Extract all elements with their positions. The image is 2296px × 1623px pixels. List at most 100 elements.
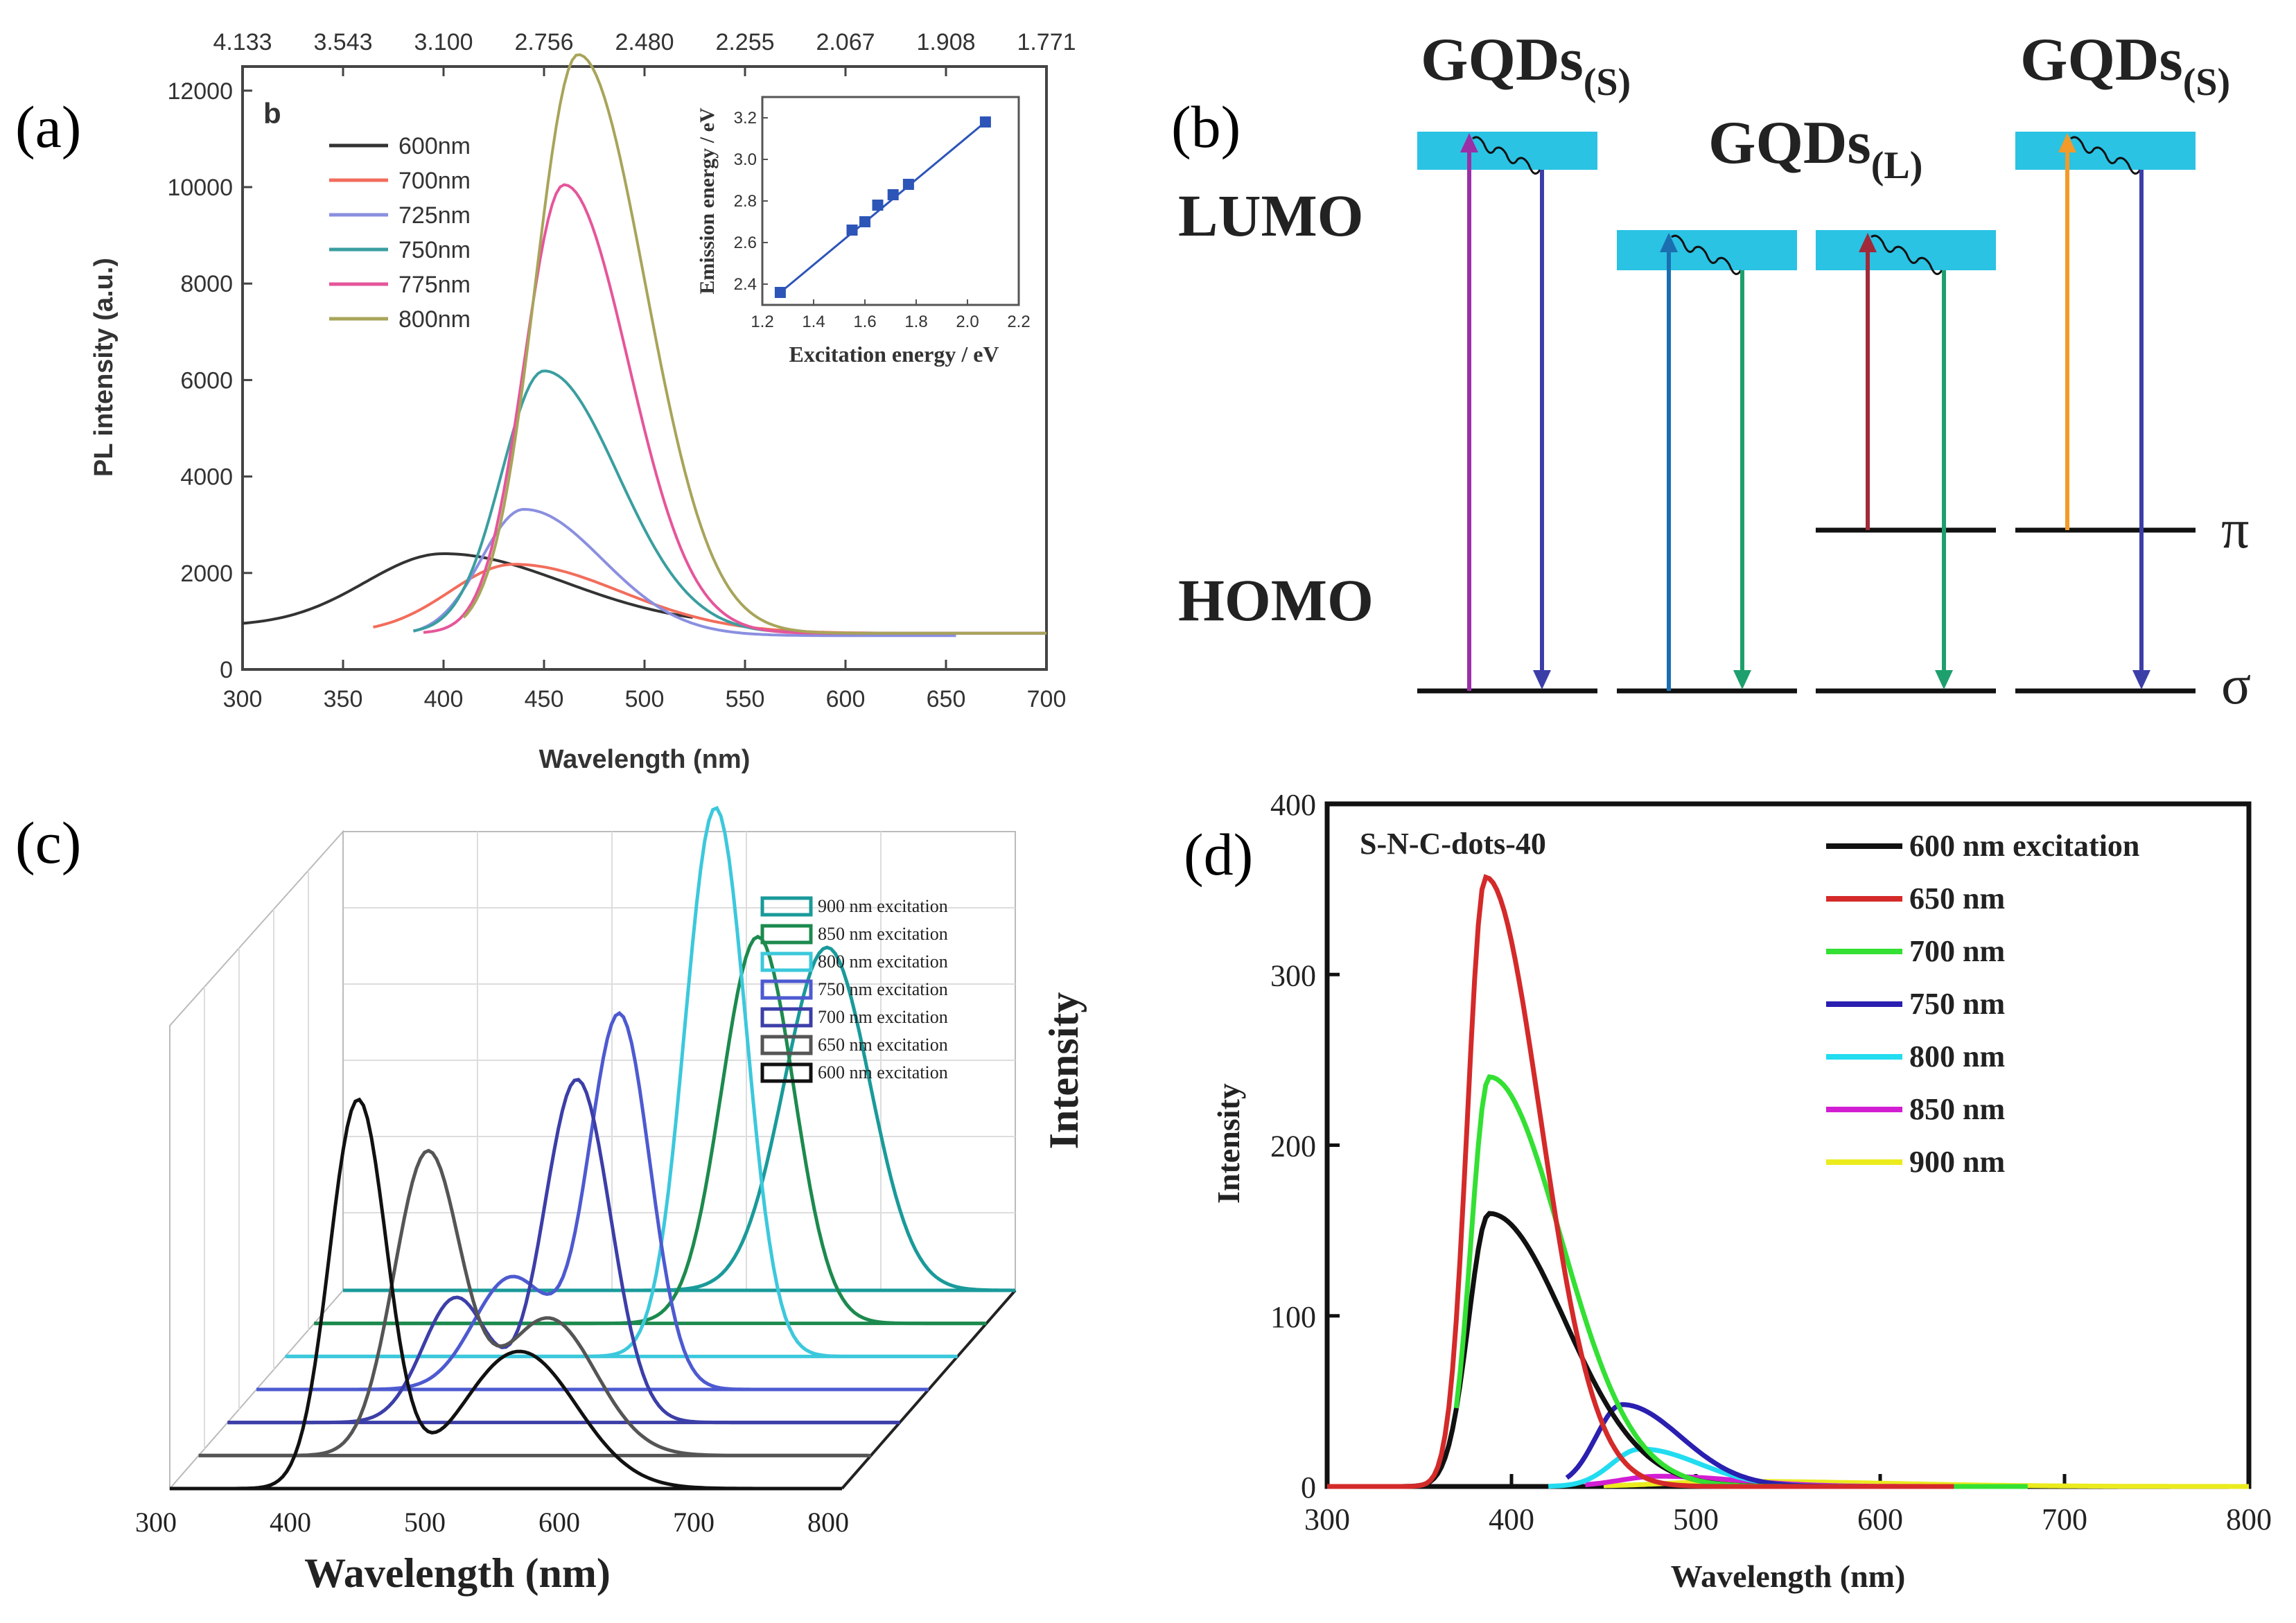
inset-x-tick-label: 2.2	[1007, 313, 1030, 331]
legend-label: 900 nm	[1909, 1145, 2005, 1179]
panel-a-series	[242, 53, 1046, 638]
x-tick-label: 300	[135, 1507, 177, 1538]
legend-label: 750 nm	[1909, 987, 2005, 1021]
x-tick-label: 500	[1673, 1502, 1719, 1536]
panel-d-y-axis: 0 100 200 300 400	[1270, 788, 1340, 1504]
x-tick-label: 600	[826, 686, 866, 712]
legend-label: 800nm	[398, 306, 471, 333]
panel-a-y-axis: 0 2000 4000 6000 8000 10000 12000	[167, 78, 252, 683]
inset-axes: 1.2 1.4 1.6 1.8 2.0 2.2 2.4 2.6 2.8 3.0 3.2	[734, 109, 1031, 331]
relaxation-wave-l-2	[1870, 234, 1943, 275]
inset-y-tick-label: 2.8	[734, 192, 757, 211]
legend-label: 700 nm excitation	[818, 1007, 948, 1027]
legend-label: 850 nm	[1909, 1092, 2005, 1126]
emission-arrow-l-2-head	[1935, 670, 1953, 690]
legend-label: 600 nm excitation	[1909, 829, 2139, 863]
series-line-650 nm	[1327, 874, 1954, 1489]
lumo-band-s-left	[1417, 132, 1597, 170]
x-tick-label: 800	[807, 1507, 849, 1538]
x-tick-label: 400	[1489, 1502, 1534, 1536]
x-tick-label: 700	[1027, 686, 1067, 712]
legend-label: 800 nm excitation	[818, 951, 948, 972]
panel-d-legend: 600 nm excitation 650 nm 700 nm 750 nm 800 n…	[1826, 829, 2139, 1179]
top-tick-label: 3.100	[414, 29, 473, 55]
inset-points	[774, 116, 991, 298]
inset-point	[846, 225, 858, 236]
panel-a-chart: b 4.133 3.543 3.100 2.756 2.480 2.255 2.067 1.9…	[89, 29, 1076, 774]
panel-c-series	[170, 805, 1015, 1491]
x-tick-label: 450	[525, 686, 564, 712]
gqds-s-left-title: GQDs(S)	[1421, 26, 1631, 104]
top-tick-label: 2.756	[514, 29, 573, 55]
x-tick-label: 600	[538, 1507, 580, 1538]
series-line-650 nm excitation	[198, 1148, 868, 1457]
x-tick-label: 300	[1304, 1502, 1350, 1536]
legend-label: 800 nm	[1909, 1039, 2005, 1073]
x-tick-label: 400	[270, 1507, 311, 1538]
panel-d-title: S-N-C-dots-40	[1360, 827, 1546, 861]
legend-swatch	[760, 951, 813, 972]
top-tick-label: 2.480	[615, 29, 674, 55]
x-tick-label: 400	[424, 686, 464, 712]
top-tick-label: 1.908	[916, 29, 975, 55]
x-tick-label: 800	[2226, 1502, 2272, 1536]
legend-swatch	[760, 896, 813, 917]
panel-label-a: (a)	[15, 94, 81, 160]
series-line-750 nm	[1565, 1402, 1918, 1489]
y-tick-label: 300	[1270, 958, 1316, 992]
legend-label: 700 nm	[1909, 934, 2005, 968]
panel-d-chart: S-N-C-dots-40 300 400 500 600 700 800 0 100 200…	[1211, 788, 2272, 1594]
panel-c-chart: 300 400 500 600 700 800 900 nm excitation 850 …	[135, 805, 1087, 1596]
inset-point	[859, 216, 870, 227]
legend-swatch	[760, 1035, 813, 1055]
inset-point	[902, 179, 914, 190]
y-tick-label: 4000	[180, 464, 233, 491]
legend-label: 600nm	[398, 133, 471, 159]
gqds-l-title: GQDs(L)	[1708, 109, 1922, 187]
y-tick-label: 0	[220, 657, 233, 683]
y-tick-label: 200	[1270, 1130, 1316, 1164]
legend-label: 650 nm	[1909, 881, 2005, 915]
inset-xlabel: Excitation energy / eV	[789, 342, 999, 367]
y-tick-label: 8000	[180, 271, 233, 297]
x-tick-label: 500	[625, 686, 665, 712]
y-tick-label: 12000	[167, 78, 233, 105]
excitation-arrow-s-left-head	[1460, 133, 1478, 152]
series-line-850 nm excitation	[314, 934, 984, 1326]
panel-a-top-axis: 4.133 3.543 3.100 2.756 2.480 2.255 2.067 1.908…	[213, 29, 1076, 76]
inset-point	[774, 287, 786, 298]
series-line-750nm	[413, 369, 1045, 635]
legend-label: 600 nm excitation	[818, 1062, 948, 1082]
top-tick-label: 3.543	[313, 29, 372, 55]
gqds-s-right-title: GQDs(S)	[2020, 26, 2230, 104]
legend-label: 775nm	[398, 272, 471, 298]
y-tick-label: 2000	[180, 561, 233, 587]
legend-swatch	[760, 1062, 813, 1083]
inset-y-tick-label: 3.2	[734, 109, 757, 128]
inset-point	[887, 189, 899, 200]
panel-label-c: (c)	[15, 809, 81, 876]
inset-x-tick-label: 1.6	[853, 313, 876, 331]
emission-arrow-l-1-head	[1733, 670, 1751, 690]
relaxation-wave-s-left	[1472, 136, 1541, 175]
inset-point	[872, 200, 884, 211]
top-tick-label: 2.255	[715, 29, 774, 55]
y-tick-label: 6000	[180, 367, 233, 394]
relaxation-wave-s-right	[2070, 136, 2141, 175]
legend-label: 850 nm excitation	[818, 924, 948, 944]
inset-x-tick-label: 1.2	[751, 313, 773, 331]
x-tick-label: 700	[673, 1507, 715, 1538]
sigma-label: σ	[2221, 655, 2251, 716]
panel-d-series	[1327, 874, 2249, 1489]
x-tick-label: 700	[2042, 1502, 2087, 1536]
excitation-arrow-l-2-head	[1859, 233, 1877, 252]
panel-a-inner-label: b	[263, 97, 281, 130]
x-tick-label: 350	[324, 686, 363, 712]
series-line-700 nm excitation	[227, 1078, 897, 1425]
inset-y-tick-label: 2.4	[734, 275, 757, 294]
emission-arrow-s-right-head	[2132, 670, 2150, 690]
panel-a-inset: 1.2 1.4 1.6 1.8 2.0 2.2 2.4 2.6 2.8 3.0 3.2 Excita…	[696, 96, 1031, 367]
panel-a-legend: 600nm 700nm 725nm 750nm 775nm 800nm	[329, 133, 471, 333]
relaxation-wave-l-1	[1671, 234, 1742, 275]
